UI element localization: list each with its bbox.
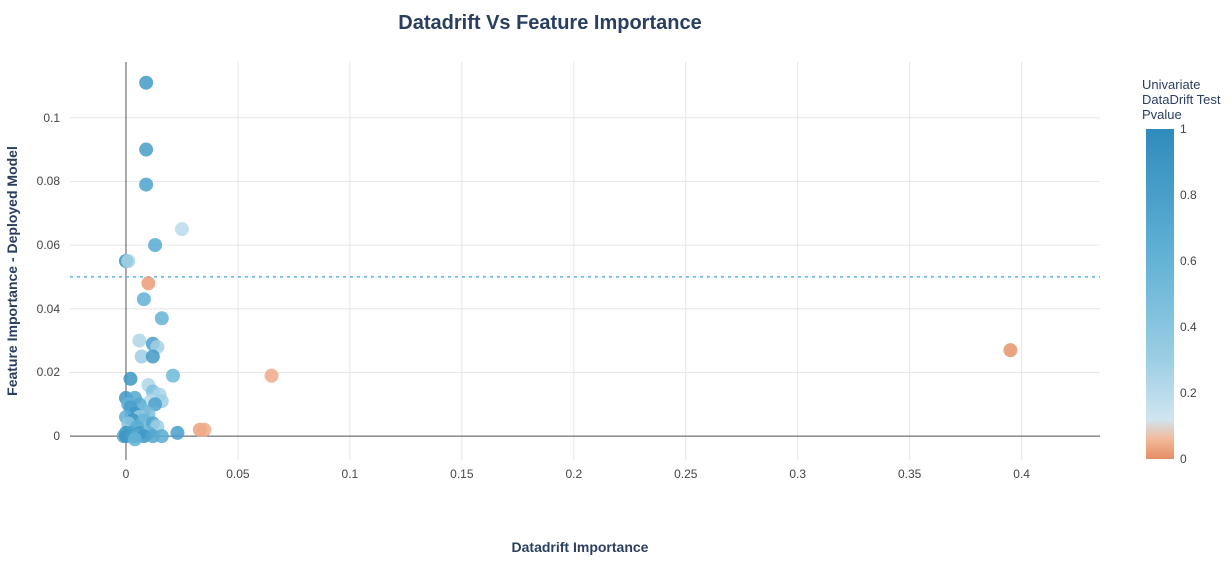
scatter-point[interactable] <box>170 426 184 440</box>
chart-root: { "chart": { "type": "scatter", "title":… <box>0 0 1232 561</box>
scatter-point[interactable] <box>155 429 169 443</box>
y-tick-label: 0 <box>20 429 60 443</box>
scatter-point[interactable] <box>146 350 160 364</box>
x-tick-label: 0.4 <box>1013 467 1030 481</box>
y-tick-label: 0.06 <box>20 238 60 252</box>
scatter-point[interactable] <box>155 311 169 325</box>
scatter-point[interactable] <box>148 238 162 252</box>
x-tick-label: 0.15 <box>450 467 473 481</box>
colorbar-tick-label: 0.6 <box>1180 254 1197 268</box>
x-axis-label: Datadrift Importance <box>60 539 1100 555</box>
y-tick-label: 0.1 <box>20 111 60 125</box>
x-tick-label: 0.2 <box>565 467 582 481</box>
plot-area[interactable]: 00.050.10.150.20.250.30.350.4 00.020.040… <box>70 62 1100 460</box>
colorbar-wrap: 00.20.40.60.81 <box>1146 129 1174 459</box>
colorbar-tick-label: 0.4 <box>1180 320 1197 334</box>
scatter-point[interactable] <box>139 76 153 90</box>
scatter-svg <box>70 62 1100 460</box>
scatter-point[interactable] <box>141 276 155 290</box>
scatter-point[interactable] <box>1003 343 1017 357</box>
x-tick-label: 0.1 <box>342 467 359 481</box>
scatter-point[interactable] <box>265 369 279 383</box>
chart-title: Datadrift Vs Feature Importance <box>0 12 1100 35</box>
colorbar-svg <box>1146 129 1174 459</box>
scatter-point[interactable] <box>137 292 151 306</box>
scatter-point[interactable] <box>128 432 142 446</box>
scatter-point[interactable] <box>139 143 153 157</box>
scatter-point[interactable] <box>175 222 189 236</box>
x-tick-label: 0.35 <box>898 467 921 481</box>
colorbar-tick-label: 0 <box>1180 452 1187 466</box>
x-tick-label: 0 <box>123 467 130 481</box>
scatter-point[interactable] <box>121 254 135 268</box>
y-tick-label: 0.04 <box>20 302 60 316</box>
scatter-point[interactable] <box>139 178 153 192</box>
colorbar-tick-label: 0.2 <box>1180 386 1197 400</box>
x-tick-label: 0.3 <box>789 467 806 481</box>
scatter-point[interactable] <box>197 423 211 437</box>
scatter-point[interactable] <box>132 334 146 348</box>
colorbar-tick-label: 1 <box>1180 122 1187 136</box>
y-axis-label: Feature Importance - Deployed Model <box>4 146 20 396</box>
colorbar-tick-label: 0.8 <box>1180 188 1197 202</box>
y-tick-label: 0.02 <box>20 365 60 379</box>
scatter-point[interactable] <box>166 369 180 383</box>
colorbar-title: UnivariateDataDrift TestPvalue <box>1142 78 1232 123</box>
x-tick-label: 0.05 <box>226 467 249 481</box>
x-tick-label: 0.25 <box>674 467 697 481</box>
y-tick-label: 0.08 <box>20 174 60 188</box>
scatter-point[interactable] <box>123 372 137 386</box>
colorbar-legend: UnivariateDataDrift TestPvalue 00.20.40.… <box>1142 78 1232 498</box>
